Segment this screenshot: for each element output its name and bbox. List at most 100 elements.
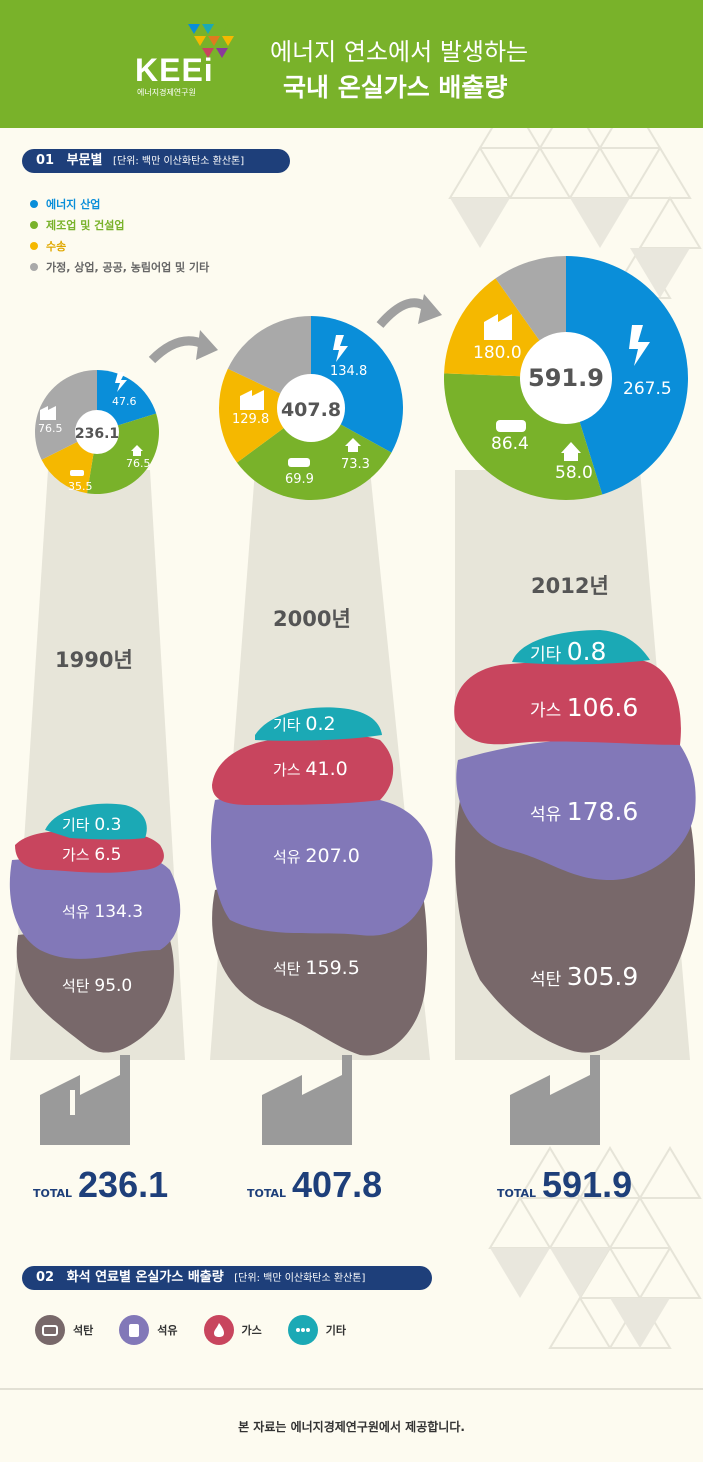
legend-item-manufacturing: 제조업 및 건설업 xyxy=(30,214,209,235)
fuel-label-gas-1990: 가스 6.5 xyxy=(62,845,121,865)
pie-center-hole xyxy=(520,332,612,424)
total-label: TOTAL xyxy=(33,1187,73,1200)
pie-slice-transport xyxy=(219,368,311,463)
smoke-2000 xyxy=(210,707,433,1056)
logo-subtitle: 에너지경제연구원 xyxy=(137,88,196,97)
factory-icon xyxy=(510,1055,600,1145)
smoke-coal xyxy=(16,925,174,1053)
pie-chart-1990 xyxy=(35,370,160,494)
year-label-2012: 2012년 xyxy=(531,574,609,598)
flame-icon xyxy=(203,1315,234,1345)
arrow-head-icon xyxy=(196,330,218,360)
logo-text: KEEi xyxy=(135,52,214,88)
total-2000: TOTAL 407.8 xyxy=(247,1164,382,1206)
total-label: TOTAL xyxy=(497,1187,537,1200)
fuel-legend: 석탄 석유 가스 기타 xyxy=(35,1315,372,1345)
section2-header: 02 화석 연료별 온실가스 배출량 [단위: 백만 이산화탄소 환산톤] xyxy=(22,1266,432,1290)
pie-label-manufacturing-1990: 76.5 xyxy=(38,422,63,435)
smoke-2012 xyxy=(454,630,696,1053)
pie-label-residential-2000: 73.3 xyxy=(341,457,370,472)
lightning-icon xyxy=(629,325,650,366)
pie-center-1990: 236.1 xyxy=(75,426,119,442)
factory-icon xyxy=(40,1055,130,1145)
lightning-icon xyxy=(115,372,127,392)
oil-icon xyxy=(119,1315,150,1345)
dots-icon xyxy=(287,1315,318,1345)
header-banner: KEEi 에너지경제연구원 에너지 연소에서 발생하는 국내 온실가스 배출량 xyxy=(0,0,703,128)
fuel-label-coal-2012: 석탄 305.9 xyxy=(530,962,638,991)
legend-label: 가정, 상업, 공공, 농림어업 및 기타 xyxy=(46,260,210,274)
car-icon xyxy=(288,458,310,467)
pie-label-energy-2012: 267.5 xyxy=(623,379,672,399)
legend-label: 기타 xyxy=(325,1324,346,1337)
footer-credit: 본 자료는 에너지경제연구원에서 제공합니다. xyxy=(238,1420,465,1434)
coal-icon xyxy=(35,1315,65,1345)
section1-number: 01 xyxy=(36,153,55,168)
total-2012: TOTAL 591.9 xyxy=(497,1164,632,1206)
car-icon xyxy=(496,420,526,432)
fuel-label-coal-1990: 석탄 95.0 xyxy=(62,976,132,996)
total-label: TOTAL xyxy=(247,1187,287,1200)
pie-center-2000: 407.8 xyxy=(281,399,341,421)
pie-center-2012: 591.9 xyxy=(528,364,604,392)
fuel-label-oil-1990: 석유 134.3 xyxy=(62,902,143,922)
house-icon xyxy=(131,445,143,456)
footer: 본 자료는 에너지경제연구원에서 제공합니다. xyxy=(0,1388,703,1462)
pie-label-residential-1990: 76.5 xyxy=(126,457,151,470)
smoke-gas xyxy=(212,734,394,805)
pie-label-energy-1990: 47.6 xyxy=(112,395,137,408)
keei-logo-icon xyxy=(188,24,234,58)
legend-item-oil: 석유 xyxy=(119,1315,178,1345)
pie-label-transport-1990: 35.5 xyxy=(68,480,93,493)
legend-item-energy: 에너지 산업 xyxy=(30,193,209,214)
fuel-label-oil-2012: 석유 178.6 xyxy=(530,797,638,826)
fuel-label-other-2000: 기타 0.2 xyxy=(273,713,336,735)
background-triangles xyxy=(448,128,702,1349)
pie-label-manufacturing-2012: 180.0 xyxy=(473,343,522,363)
smoke-gas xyxy=(454,660,681,745)
legend-item-other: 기타 xyxy=(287,1315,346,1345)
fuel-label-gas-2000: 가스 41.0 xyxy=(273,758,348,780)
legend-label: 에너지 산업 xyxy=(46,197,101,211)
legend-item-transport: 수송 xyxy=(30,235,209,256)
smoke-oil xyxy=(210,792,433,936)
factory-small-icon xyxy=(40,406,56,420)
fuel-label-coal-2000: 석탄 159.5 xyxy=(273,957,360,979)
section2-unit: [단위: 백만 이산화탄소 환산톤] xyxy=(234,1273,366,1284)
house-icon xyxy=(345,438,361,452)
pie-chart-2012 xyxy=(444,256,688,500)
fuel-label-gas-2012: 가스 106.6 xyxy=(530,693,638,722)
fuel-label-oil-2000: 석유 207.0 xyxy=(273,845,360,867)
legend-item-gas: 가스 xyxy=(203,1315,262,1345)
arrow-head-icon xyxy=(418,294,442,324)
pie-center-hole xyxy=(277,374,345,442)
total-1990: TOTAL 236.1 xyxy=(33,1164,168,1206)
pie-slice-energy xyxy=(566,256,688,495)
pie-center-hole xyxy=(75,410,119,454)
emissions-graphic: 기타 0.3 가스 6.5 석유 134.3 석탄 95.0 기타 0.2 가스… xyxy=(9,256,696,1145)
smoke-other xyxy=(255,707,382,741)
factory-small-icon xyxy=(484,314,512,340)
fuel-label-other-1990: 기타 0.3 xyxy=(62,815,121,835)
year-label-1990: 1990년 xyxy=(55,648,133,672)
sector-legend: 에너지 산업 제조업 및 건설업 수송 가정, 상업, 공공, 농림어업 및 기… xyxy=(30,193,209,277)
section1-unit: [단위: 백만 이산화탄소 환산톤] xyxy=(113,156,245,167)
legend-item-residential: 가정, 상업, 공공, 농림어업 및 기타 xyxy=(30,256,209,277)
pie-label-transport-2012: 86.4 xyxy=(491,434,529,454)
smoke-other xyxy=(45,803,147,840)
legend-item-coal: 석탄 xyxy=(35,1315,93,1345)
pie-slice-manufacturing xyxy=(236,408,392,501)
year-label-2000: 2000년 xyxy=(273,607,351,631)
page-title-line2: 국내 온실가스 배출량 xyxy=(283,73,508,102)
factory-small-icon xyxy=(240,390,264,410)
legend-label: 가스 xyxy=(241,1324,262,1337)
pie-chart-2000 xyxy=(219,316,403,501)
pie-label-energy-2000: 134.8 xyxy=(330,364,367,379)
smoke-oil xyxy=(9,854,181,959)
legend-label: 석탄 xyxy=(73,1324,94,1337)
section1-header: 01 부문별 [단위: 백만 이산화탄소 환산톤] xyxy=(22,149,290,173)
smoke-gas xyxy=(15,831,164,873)
pie-label-transport-2000: 69.9 xyxy=(285,472,314,487)
legend-label: 석유 xyxy=(157,1324,178,1337)
smoke-other xyxy=(512,630,650,665)
